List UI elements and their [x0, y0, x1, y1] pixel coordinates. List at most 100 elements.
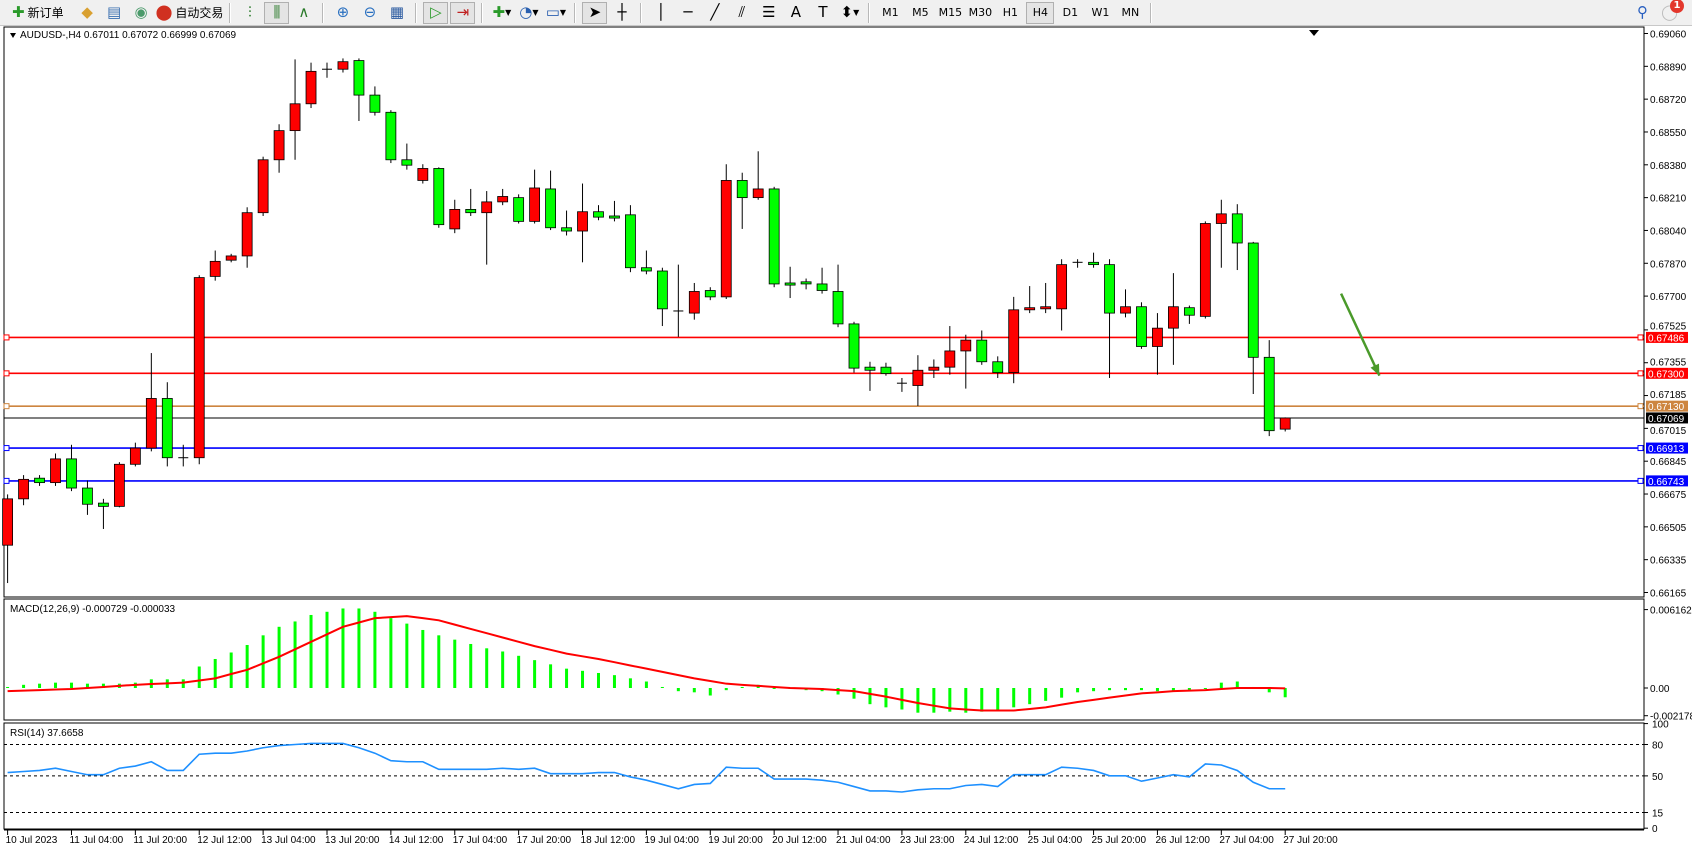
timeframe-m5[interactable]: M5: [912, 6, 929, 19]
trend-arrow-head[interactable]: [1370, 363, 1380, 376]
zoom-out-button[interactable]: ⊖: [357, 2, 382, 24]
tile-windows-button[interactable]: ▦: [384, 2, 409, 24]
candle: [848, 321, 860, 373]
horizontal-level-1-handle[interactable]: [3, 334, 10, 341]
horizontal-level-4-handle[interactable]: [1637, 445, 1644, 452]
time-tick-label: 27 Jul 04:00: [1219, 835, 1274, 846]
timeframe-m30[interactable]: M30: [968, 6, 993, 19]
auto-trading-button[interactable]: ⬤ 自动交易: [156, 2, 224, 24]
candle: [401, 143, 413, 170]
zoom-in-button[interactable]: ⊕: [330, 2, 355, 24]
equidistant-channel-button[interactable]: ⫽: [729, 2, 754, 24]
indicators-button[interactable]: ✚ ▼: [489, 2, 514, 24]
templates-button[interactable]: ▭ ▼: [543, 2, 568, 24]
search-button[interactable]: ⚲: [1630, 2, 1655, 24]
horizontal-level-3-price-label: 0.67130: [1648, 402, 1685, 413]
macd-histogram-bar: [1092, 688, 1096, 692]
chart-shift-marker[interactable]: [1309, 30, 1319, 36]
candle: [66, 444, 77, 492]
candle-body: [1056, 264, 1068, 310]
macd-histogram-bar: [469, 643, 473, 688]
text-label-button[interactable]: T: [810, 2, 835, 24]
bar-chart-icon: ⫶: [248, 3, 252, 21]
periods-button[interactable]: ◔ ▼: [516, 2, 541, 24]
fibonacci-button[interactable]: ☰: [756, 2, 781, 24]
macd-histogram-bar: [325, 611, 329, 688]
timeframe-m15[interactable]: M15: [938, 6, 963, 19]
candle-body: [417, 168, 429, 181]
candlestick-button[interactable]: ⫼: [264, 1, 290, 24]
separator: [229, 2, 232, 23]
autoscroll-button[interactable]: ⇥: [450, 1, 476, 24]
signals-icon: ◉: [134, 3, 148, 21]
candle: [257, 156, 269, 216]
new-order-icon: ✚: [12, 3, 25, 21]
horizontal-level-3-handle[interactable]: [3, 403, 10, 410]
timeframe-h1[interactable]: H1: [1002, 6, 1019, 19]
horizontal-level-5-handle[interactable]: [3, 477, 10, 484]
dropdown-arrow-icon: ▼: [505, 8, 512, 17]
options-button[interactable]: ▤: [102, 2, 127, 24]
vertical-line-button[interactable]: │: [648, 2, 673, 24]
macd-histogram-bar: [1203, 688, 1207, 689]
horizontal-level-1-handle[interactable]: [1637, 334, 1644, 341]
trendline-button[interactable]: ╱: [702, 2, 727, 24]
horizontal-level-2-handle[interactable]: [1637, 370, 1644, 377]
timeframe-h4[interactable]: H4: [1026, 1, 1055, 24]
candle: [832, 264, 844, 328]
signals-button[interactable]: ◉: [129, 2, 154, 24]
auto-trading-icon: ⬤: [155, 3, 173, 21]
time-tick-label: 10 Jul 2023: [6, 835, 58, 846]
price-tick-label: 0.66675: [1650, 490, 1687, 501]
timeframe-m1[interactable]: M1: [882, 6, 899, 19]
candle: [1168, 273, 1179, 365]
candle-body: [225, 255, 237, 261]
macd-histogram-bar: [1155, 688, 1159, 692]
macd-histogram-bar: [676, 688, 680, 692]
candle-body: [800, 281, 812, 285]
price-tick-label: 0.68210: [1650, 194, 1687, 205]
dropdown-arrow-icon: ▼: [532, 8, 539, 17]
candle: [752, 151, 764, 200]
crosshair-button[interactable]: ┼: [609, 2, 634, 24]
price-tick-label: 0.68550: [1650, 128, 1687, 139]
timeframe-w1[interactable]: W1: [1091, 6, 1110, 19]
arrows-button[interactable]: ⬍ ▼: [837, 2, 862, 24]
symbol-dropdown-icon[interactable]: [10, 33, 16, 38]
candle-body: [18, 478, 29, 500]
trend-arrow[interactable]: [1339, 293, 1381, 377]
macd-histogram-bar: [501, 651, 505, 688]
chart-shift-button[interactable]: ▷: [423, 1, 449, 24]
bar-chart-button[interactable]: ⫶: [237, 2, 262, 24]
separator: [1150, 2, 1153, 23]
candle-body: [289, 103, 301, 132]
time-tick-label: 11 Jul 20:00: [133, 835, 187, 846]
horizontal-level-4-handle[interactable]: [3, 445, 10, 452]
candle: [98, 498, 109, 529]
horizontal-level-3-handle[interactable]: [1637, 403, 1644, 410]
new-order-button[interactable]: ✚ 新订单: [12, 2, 64, 24]
macd-histogram-bar: [581, 670, 585, 688]
horizontal-line-button[interactable]: ─: [675, 2, 700, 24]
candle-body: [433, 168, 445, 226]
notifications-button[interactable]: ◯ 1: [1657, 0, 1684, 24]
line-chart-button[interactable]: ∧: [291, 2, 316, 24]
horizontal-level-5-handle[interactable]: [1637, 477, 1644, 484]
candle-body: [449, 209, 461, 230]
time-tick-label: 13 Jul 04:00: [261, 835, 316, 846]
candle-body: [880, 366, 892, 374]
candle-body: [1231, 213, 1243, 244]
horizontal-level-1-price-tag: [1646, 331, 1688, 343]
price-tick-label: 0.68720: [1650, 95, 1687, 106]
candle-body: [577, 211, 588, 232]
cursor-button[interactable]: ➤: [582, 1, 608, 24]
timeframe-d1[interactable]: D1: [1062, 6, 1079, 19]
text-button[interactable]: A: [783, 2, 808, 24]
chart-window[interactable]: 0.69060 0.68890 0.68720 0.68550 0.68380 0.682…: [0, 26, 1692, 852]
macd-histogram-bar: [421, 629, 425, 688]
history-center-button[interactable]: ◆: [75, 2, 100, 24]
templates-icon: ▭: [545, 3, 560, 21]
timeframe-mn[interactable]: MN: [1121, 6, 1140, 19]
time-tick-label: 11 Jul 04:00: [69, 835, 123, 846]
horizontal-level-2-handle[interactable]: [3, 370, 10, 377]
